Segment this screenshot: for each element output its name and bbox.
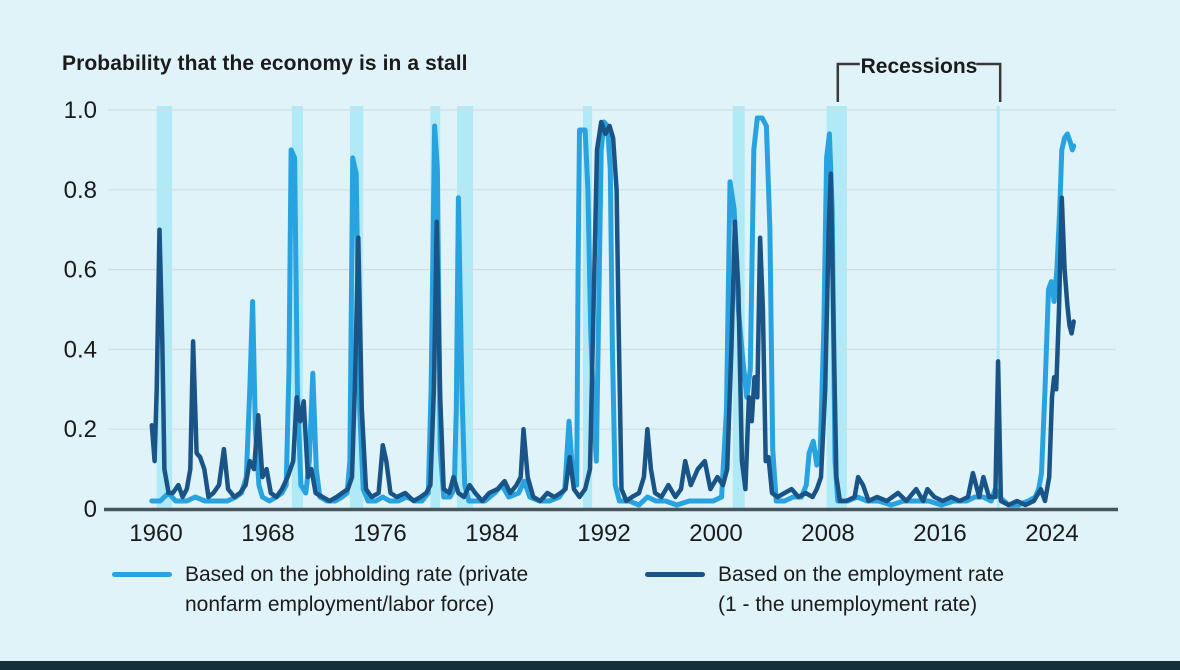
x-tick-label: 2008	[801, 520, 854, 547]
jobholding-line-swatch	[112, 572, 172, 577]
recession-band	[156, 106, 173, 508]
y-tick-label: 0	[84, 496, 97, 523]
legend-label-jobholding-line2: nonfarm employment/labor force)	[185, 593, 495, 616]
recessions-label: Recessions	[861, 55, 978, 78]
y-tick-label: 1.0	[64, 97, 97, 124]
x-tick-label: 1968	[241, 520, 294, 547]
recession-band	[583, 106, 593, 508]
x-tick-label: 1992	[577, 520, 630, 547]
recession-band	[996, 106, 1000, 508]
y-tick-label: 0.6	[64, 257, 97, 284]
y-tick-label: 0.2	[64, 416, 97, 443]
x-tick-label: 1960	[129, 520, 182, 547]
employment-line-swatch	[645, 572, 705, 577]
x-tick-label: 2024	[1025, 520, 1078, 547]
chart-title: Probability that the economy is in a sta…	[62, 52, 468, 75]
jobholding-series-line	[149, 115, 1077, 508]
legend-label-employment-line1: Based on the employment rate	[718, 563, 1005, 586]
legend: Based on the jobholding rate (private no…	[0, 560, 1180, 652]
bottom-border-strip	[0, 661, 1180, 670]
x-tick-label: 1984	[465, 520, 518, 547]
legend-label-employment-line2: (1 - the unemployment rate)	[718, 593, 978, 616]
legend-label-jobholding: Based on the jobholding rate (private no…	[185, 560, 605, 620]
y-tick-label: 0.4	[64, 336, 97, 363]
employment-series-line	[149, 119, 1076, 508]
x-tick-label: 1976	[353, 520, 406, 547]
x-tick-label: 2000	[689, 520, 742, 547]
y-tick-label: 0.8	[64, 177, 97, 204]
legend-label-jobholding-line1: Based on the jobholding rate (private	[185, 563, 529, 586]
legend-label-employment: Based on the employment rate (1 - the un…	[718, 560, 1138, 620]
x-tick-label: 2016	[913, 520, 966, 547]
recessions-bracket	[836, 62, 1002, 102]
